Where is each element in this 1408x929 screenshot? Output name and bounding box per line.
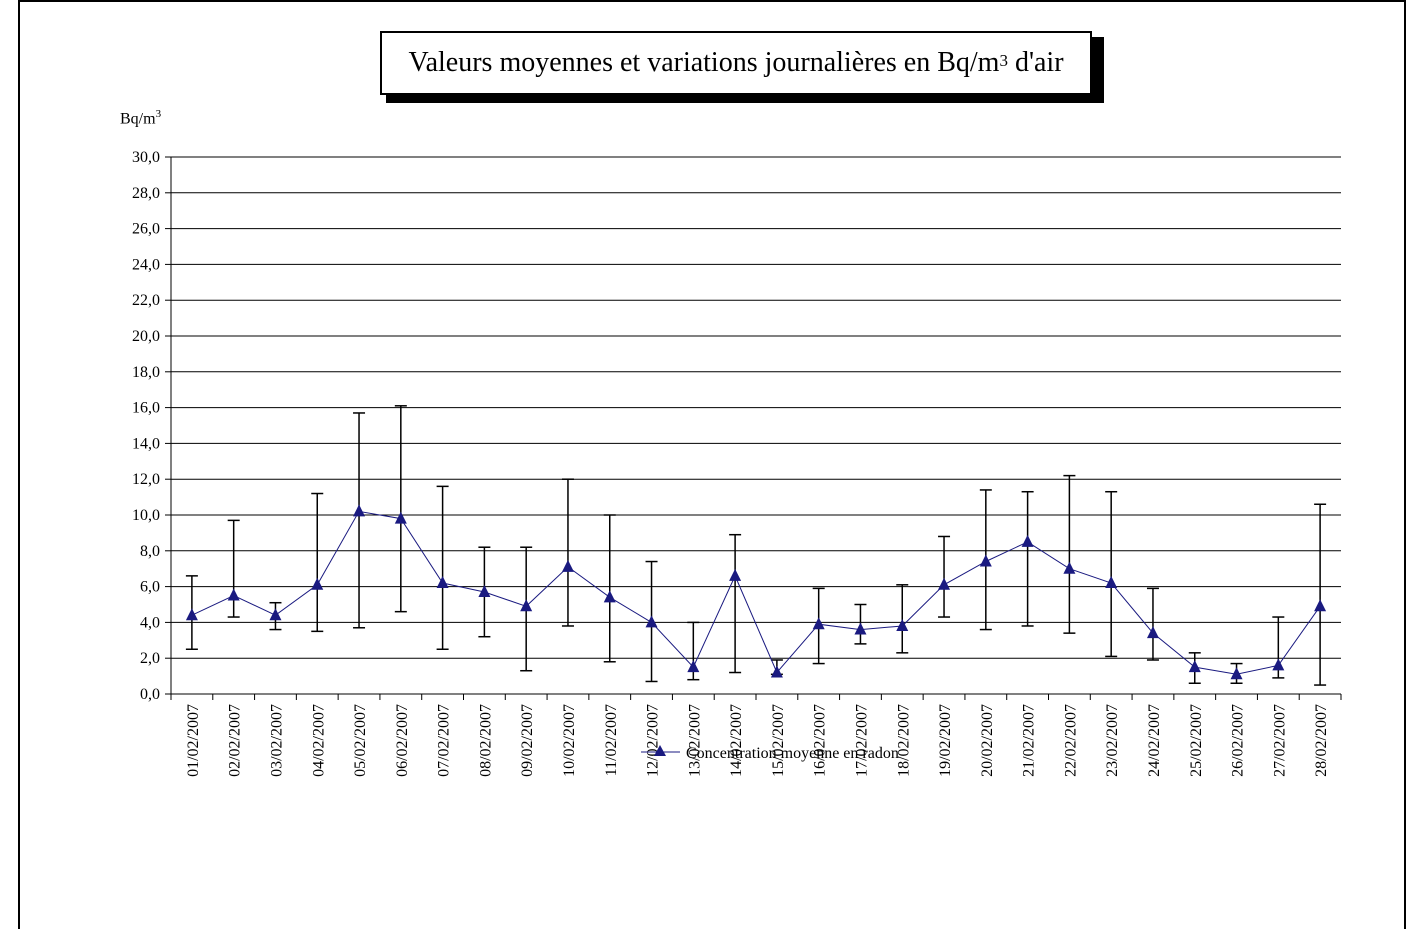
series-concentration <box>185 504 1327 680</box>
y-tick-label: 20,0 <box>132 328 160 345</box>
data-point-marker <box>687 660 700 673</box>
data-point-marker <box>436 576 449 589</box>
x-tick-label: 01/02/2007 <box>185 704 202 777</box>
x-tick-label: 03/02/2007 <box>268 704 285 777</box>
data-point-marker <box>1105 576 1118 589</box>
data-point-marker <box>1314 599 1327 612</box>
data-point-marker <box>1146 626 1159 639</box>
x-tick-label: 12/02/2007 <box>645 704 662 777</box>
data-point-marker <box>1021 534 1034 547</box>
x-tick-label: 08/02/2007 <box>477 704 494 777</box>
data-point-marker <box>854 622 867 635</box>
x-tick-label: 09/02/2007 <box>519 704 536 777</box>
data-point-marker <box>1230 667 1243 680</box>
x-tick-label: 21/02/2007 <box>1021 704 1038 777</box>
x-tick-label: 24/02/2007 <box>1146 704 1163 777</box>
x-tick-label: 05/02/2007 <box>352 704 369 777</box>
data-point-marker <box>353 504 366 517</box>
x-tick-label: 15/02/2007 <box>770 704 787 777</box>
chart-title-main: Valeurs moyennes et variations journaliè… <box>408 47 1000 78</box>
x-tick-label: 07/02/2007 <box>436 704 453 777</box>
data-point-marker <box>561 559 574 572</box>
y-tick-label: 28,0 <box>132 185 160 202</box>
data-point-marker <box>478 584 491 597</box>
chart-title-tail: d'air <box>1007 47 1064 78</box>
chart-title-superscript: 3 <box>999 51 1008 70</box>
y-tick-label: 30,0 <box>132 149 160 166</box>
y-tick-label: 14,0 <box>132 435 160 452</box>
data-point-marker <box>979 554 992 567</box>
legend-marker-swatch <box>654 745 666 756</box>
x-tick-label: 13/02/2007 <box>686 704 703 777</box>
y-axis: 0,0 2,0 4,0 6,0 8,0 10,0 12,0 14,0 16,0 18,0 20,0 2… <box>132 149 172 703</box>
x-tick-label: 16/02/2007 <box>812 704 829 777</box>
data-point-marker <box>938 577 951 590</box>
data-point-marker <box>1063 561 1076 574</box>
x-tick-label: 22/02/2007 <box>1062 704 1079 777</box>
gridlines <box>171 156 1341 659</box>
legend: Concentration moyenne en radon <box>641 745 899 762</box>
y-tick-label: 16,0 <box>132 400 160 417</box>
y-axis-label-main: Bq/m <box>120 110 156 128</box>
data-point-marker <box>311 577 324 590</box>
x-tick-label: 26/02/2007 <box>1230 704 1247 777</box>
y-tick-label: 4,0 <box>140 614 160 631</box>
data-point-marker <box>394 511 407 524</box>
x-tick-label: 28/02/2007 <box>1313 704 1330 777</box>
data-point-marker <box>1272 658 1285 671</box>
data-point-marker <box>770 665 783 678</box>
x-tick-label: 25/02/2007 <box>1188 704 1205 777</box>
y-tick-label: 22,0 <box>132 292 160 309</box>
x-tick-label: 14/02/2007 <box>728 704 745 777</box>
data-point-marker <box>603 590 616 603</box>
data-point-marker <box>520 599 533 612</box>
x-tick-label: 04/02/2007 <box>310 704 327 777</box>
x-tick-label: 18/02/2007 <box>895 704 912 777</box>
x-tick-label: 23/02/2007 <box>1104 704 1121 777</box>
y-tick-label: 18,0 <box>132 364 160 381</box>
y-tick-label: 8,0 <box>140 543 160 560</box>
series-line <box>191 510 1321 675</box>
y-axis-label: Bq/m3 <box>120 108 161 128</box>
x-tick-label: 06/02/2007 <box>394 704 411 777</box>
data-point-marker <box>645 615 658 628</box>
chart-title: Valeurs moyennes et variations journaliè… <box>380 31 1092 95</box>
data-point-marker <box>729 568 742 581</box>
data-point-marker <box>227 588 240 601</box>
x-tick-label: 19/02/2007 <box>937 704 954 777</box>
x-tick-label: 27/02/2007 <box>1271 704 1288 777</box>
data-point-marker <box>896 618 909 631</box>
y-tick-label: 6,0 <box>140 579 160 596</box>
y-tick-label: 10,0 <box>132 507 160 524</box>
y-tick-label: 26,0 <box>132 221 160 238</box>
chart-frame <box>18 0 1406 929</box>
y-tick-label: 0,0 <box>140 686 160 703</box>
data-point-marker <box>1188 660 1201 673</box>
y-tick-label: 12,0 <box>132 471 160 488</box>
legend-label: Concentration moyenne en radon <box>686 745 899 762</box>
x-tick-label: 17/02/2007 <box>853 704 870 777</box>
x-axis: 01/02/2007 02/02/2007 03/02/2007 04/02/2007… <box>170 693 1342 777</box>
x-tick-label: 20/02/2007 <box>979 704 996 777</box>
data-point-marker <box>812 617 825 630</box>
x-tick-label: 11/02/2007 <box>603 704 620 776</box>
data-point-marker <box>269 608 282 621</box>
x-tick-label: 02/02/2007 <box>227 704 244 777</box>
data-point-marker <box>185 608 198 621</box>
y-tick-label: 2,0 <box>140 650 160 667</box>
x-tick-label: 10/02/2007 <box>561 704 578 777</box>
y-axis-label-superscript: 3 <box>155 108 162 120</box>
error-bars <box>185 405 1327 686</box>
y-tick-label: 24,0 <box>132 256 160 273</box>
